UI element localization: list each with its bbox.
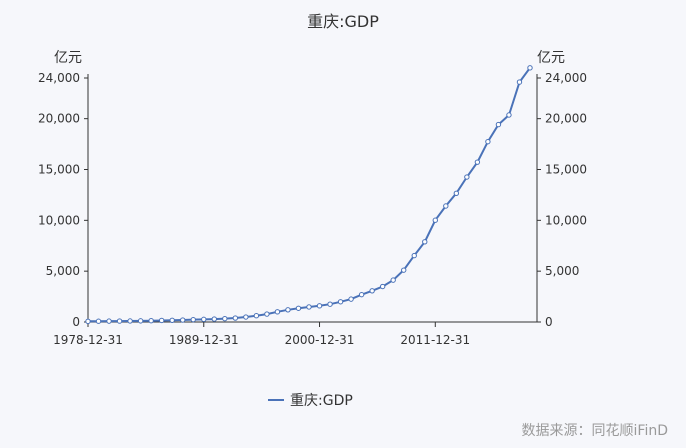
- legend-swatch: [268, 399, 284, 401]
- data-point: [316, 303, 323, 309]
- y-tick-label-right: 0: [545, 315, 553, 329]
- legend-label: 重庆:GDP: [290, 393, 353, 409]
- x-tick-label: 2000-12-31: [285, 333, 355, 347]
- data-point: [516, 79, 523, 85]
- y-tick-label-right: 10,000: [545, 213, 587, 227]
- data-point: [243, 314, 249, 320]
- right-axis-unit: 亿元: [537, 50, 565, 66]
- y-tick-label-right: 15,000: [545, 163, 587, 177]
- y-tick-label-left: 10,000: [38, 213, 80, 227]
- data-point: [443, 203, 449, 209]
- data-source: 数据来源：同花顺iFinD: [521, 423, 668, 439]
- data-point: [401, 267, 407, 273]
- data-point: [180, 317, 186, 323]
- y-tick-label-left: 0: [72, 315, 80, 329]
- data-point: [116, 318, 123, 324]
- data-point: [127, 318, 133, 324]
- y-tick-label-left: 15,000: [38, 163, 80, 177]
- data-point: [274, 309, 281, 315]
- data-point: [232, 315, 239, 321]
- data-point: [85, 318, 91, 325]
- data-point: [348, 296, 354, 302]
- data-point: [95, 318, 102, 324]
- data-point: [169, 317, 175, 323]
- y-tick-label-right: 24,000: [545, 71, 587, 85]
- data-point: [337, 299, 344, 305]
- x-tick-label: 1989-12-31: [169, 333, 239, 347]
- legend[interactable]: 重庆:GDP: [268, 390, 353, 410]
- data-point: [253, 312, 260, 319]
- data-point: [158, 317, 165, 324]
- data-point: [422, 239, 428, 245]
- x-tick-label: 2011-12-31: [400, 333, 470, 347]
- series-line: [87, 67, 531, 323]
- data-point: [295, 305, 302, 311]
- data-point: [432, 217, 438, 223]
- data-point: [327, 301, 333, 307]
- y-tick-label-left: 24,000: [38, 71, 80, 85]
- data-point: [358, 291, 365, 298]
- data-point: [201, 316, 207, 323]
- y-tick-label-left: 20,000: [38, 112, 80, 126]
- data-point: [390, 277, 396, 283]
- data-point: [190, 316, 196, 323]
- data-point: [306, 304, 312, 310]
- data-point: [485, 138, 491, 145]
- data-point: [495, 121, 502, 128]
- data-point: [474, 159, 481, 165]
- data-point: [464, 174, 470, 180]
- data-point: [137, 318, 144, 324]
- data-point: [453, 190, 460, 196]
- data-point: [264, 311, 270, 317]
- data-point: [106, 318, 112, 324]
- y-tick-label-right: 5,000: [545, 264, 579, 278]
- chart-title: 重庆:GDP: [307, 12, 379, 31]
- data-point: [411, 252, 417, 259]
- y-tick-label-left: 5,000: [46, 264, 80, 278]
- data-point: [211, 316, 217, 322]
- data-point: [148, 317, 154, 324]
- x-tick-label: 1978-12-31: [53, 333, 123, 347]
- data-point: [527, 65, 533, 71]
- y-tick-label-right: 20,000: [545, 112, 587, 126]
- data-point: [379, 283, 386, 290]
- data-point: [222, 315, 228, 322]
- data-point: [285, 307, 291, 313]
- data-point: [506, 112, 512, 118]
- left-axis-unit: 亿元: [54, 50, 82, 66]
- data-point: [369, 288, 375, 294]
